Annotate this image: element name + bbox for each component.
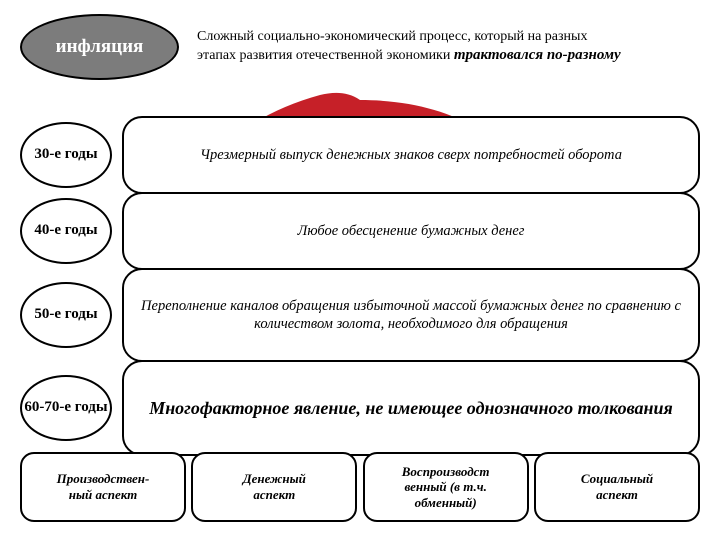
definition-row: 30-е годыЧрезмерный выпуск денежных знак… (20, 116, 700, 194)
definition-box: Переполнение каналов обращения избыточно… (122, 268, 700, 362)
definition-box: Любое обесценение бумажных денег (122, 192, 700, 270)
inflation-oval: инфляция (20, 14, 179, 80)
aspect-box: Производствен-ный аспект (20, 452, 186, 522)
aspect-box: Денежныйаспект (191, 452, 357, 522)
year-circle: 40-е годы (20, 198, 112, 264)
header-line2a: этапах развития отечественной экономики (197, 48, 454, 63)
header-description: Сложный социально-экономический процесс,… (197, 28, 621, 66)
aspect-box: Воспроизводственный (в т.ч.обменный) (363, 452, 529, 522)
year-circle: 50-е годы (20, 282, 112, 348)
year-circle: 60-70-е годы (20, 375, 112, 441)
aspect-box: Социальныйаспект (534, 452, 700, 522)
definition-row: 50-е годыПереполнение каналов обращения … (20, 268, 700, 362)
header-line2b: трактовался по-разному (454, 47, 621, 63)
year-circle: 30-е годы (20, 122, 112, 188)
inflation-label: инфляция (56, 36, 144, 58)
definition-row: 40-е годыЛюбое обесценение бумажных дене… (20, 192, 700, 270)
definition-box: Многофакторное явление, не имеющее одноз… (122, 360, 700, 456)
definition-row: 60-70-е годыМногофакторное явление, не и… (20, 360, 700, 456)
aspects-row: Производствен-ный аспектДенежныйаспектВо… (20, 452, 700, 522)
header-line1: Сложный социально-экономический процесс,… (197, 29, 587, 44)
header-row: инфляция Сложный социально-экономический… (20, 14, 708, 80)
definition-box: Чрезмерный выпуск денежных знаков сверх … (122, 116, 700, 194)
